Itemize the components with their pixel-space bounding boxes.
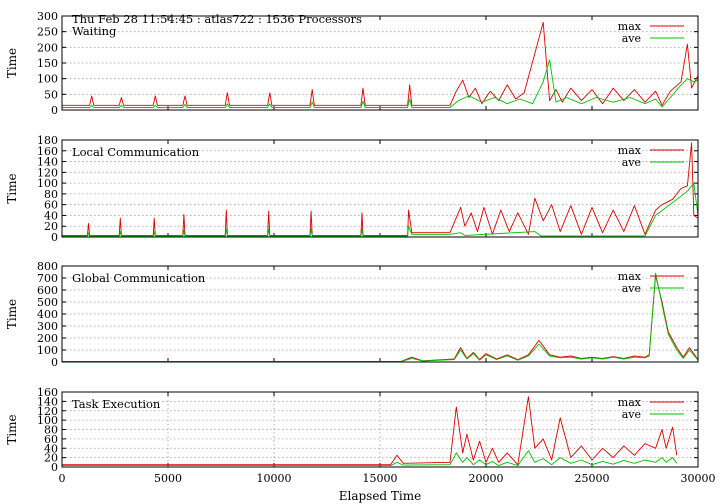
legend-label-max: max bbox=[618, 144, 642, 157]
series-line-ave bbox=[62, 59, 699, 108]
y-tick-label: 80 bbox=[44, 424, 58, 437]
y-tick-label: 0 bbox=[51, 356, 58, 369]
y-axis-label: Time bbox=[5, 173, 19, 203]
y-tick-label: 100 bbox=[37, 177, 58, 190]
y-tick-label: 50 bbox=[44, 88, 58, 101]
panel-title: Waiting bbox=[72, 24, 117, 38]
y-tick-label: 100 bbox=[37, 344, 58, 357]
x-tick-label: 30000 bbox=[681, 472, 716, 485]
series-line-ave bbox=[62, 450, 678, 467]
y-tick-label: 0 bbox=[51, 104, 58, 117]
y-tick-label: 200 bbox=[37, 41, 58, 54]
y-tick-label: 700 bbox=[37, 272, 58, 285]
y-tick-label: 400 bbox=[37, 308, 58, 321]
x-tick-label: 15000 bbox=[363, 472, 398, 485]
y-tick-label: 60 bbox=[44, 433, 58, 446]
y-axis-label: Time bbox=[5, 299, 19, 329]
series-line-max bbox=[62, 275, 699, 362]
legend-label-max: max bbox=[618, 396, 642, 409]
panel-frame bbox=[61, 265, 699, 363]
legend-label-ave: ave bbox=[622, 156, 641, 169]
y-tick-label: 150 bbox=[37, 57, 58, 70]
y-tick-label: 40 bbox=[44, 442, 58, 455]
panel-title: Global Communication bbox=[72, 271, 206, 285]
legend-label-ave: ave bbox=[622, 408, 641, 421]
legend-label-ave: ave bbox=[622, 282, 641, 295]
chart-panels: 050100150200250300WaitingTimemaxave02040… bbox=[5, 10, 716, 485]
x-tick-label: 10000 bbox=[257, 472, 292, 485]
y-tick-label: 600 bbox=[37, 284, 58, 297]
y-tick-label: 120 bbox=[37, 166, 58, 179]
x-tick-label: 20000 bbox=[469, 472, 504, 485]
legend-label-ave: ave bbox=[622, 32, 641, 45]
series-line-max bbox=[62, 21, 699, 106]
y-tick-label: 0 bbox=[51, 231, 58, 244]
y-tick-label: 300 bbox=[37, 320, 58, 333]
y-tick-label: 140 bbox=[37, 395, 58, 408]
panel-title: Task Execution bbox=[72, 397, 161, 411]
series-line-ave bbox=[62, 182, 699, 237]
x-tick-label: 25000 bbox=[575, 472, 610, 485]
y-tick-label: 120 bbox=[37, 405, 58, 418]
y-tick-label: 20 bbox=[44, 220, 58, 233]
y-tick-label: 500 bbox=[37, 296, 58, 309]
y-tick-label: 200 bbox=[37, 332, 58, 345]
y-tick-label: 0 bbox=[51, 461, 58, 474]
y-tick-label: 40 bbox=[44, 209, 58, 222]
panel-title: Local Communication bbox=[72, 145, 200, 159]
y-tick-label: 800 bbox=[37, 260, 58, 273]
y-tick-label: 300 bbox=[37, 10, 58, 23]
x-tick-label: 0 bbox=[59, 472, 66, 485]
y-tick-label: 20 bbox=[44, 452, 58, 465]
y-tick-label: 180 bbox=[37, 134, 58, 147]
y-tick-label: 250 bbox=[37, 26, 58, 39]
y-tick-label: 60 bbox=[44, 199, 58, 212]
x-axis-label: Elapsed Time bbox=[339, 489, 422, 503]
y-axis-label: Time bbox=[5, 48, 19, 78]
panel-frame bbox=[61, 139, 699, 238]
y-tick-label: 100 bbox=[37, 73, 58, 86]
panel-frame bbox=[61, 15, 699, 111]
series-line-max bbox=[62, 396, 678, 466]
legend-label-max: max bbox=[618, 270, 642, 283]
legend-label-max: max bbox=[618, 20, 642, 33]
y-tick-label: 80 bbox=[44, 188, 58, 201]
series-line-ave bbox=[62, 272, 699, 363]
series-line-max bbox=[62, 142, 699, 236]
y-axis-label: Time bbox=[5, 414, 19, 444]
x-tick-label: 5000 bbox=[154, 472, 182, 485]
y-tick-label: 140 bbox=[37, 156, 58, 169]
y-tick-label: 100 bbox=[37, 414, 58, 427]
y-tick-label: 160 bbox=[37, 145, 58, 158]
panel-frame bbox=[61, 391, 699, 468]
y-tick-label: 160 bbox=[37, 386, 58, 399]
